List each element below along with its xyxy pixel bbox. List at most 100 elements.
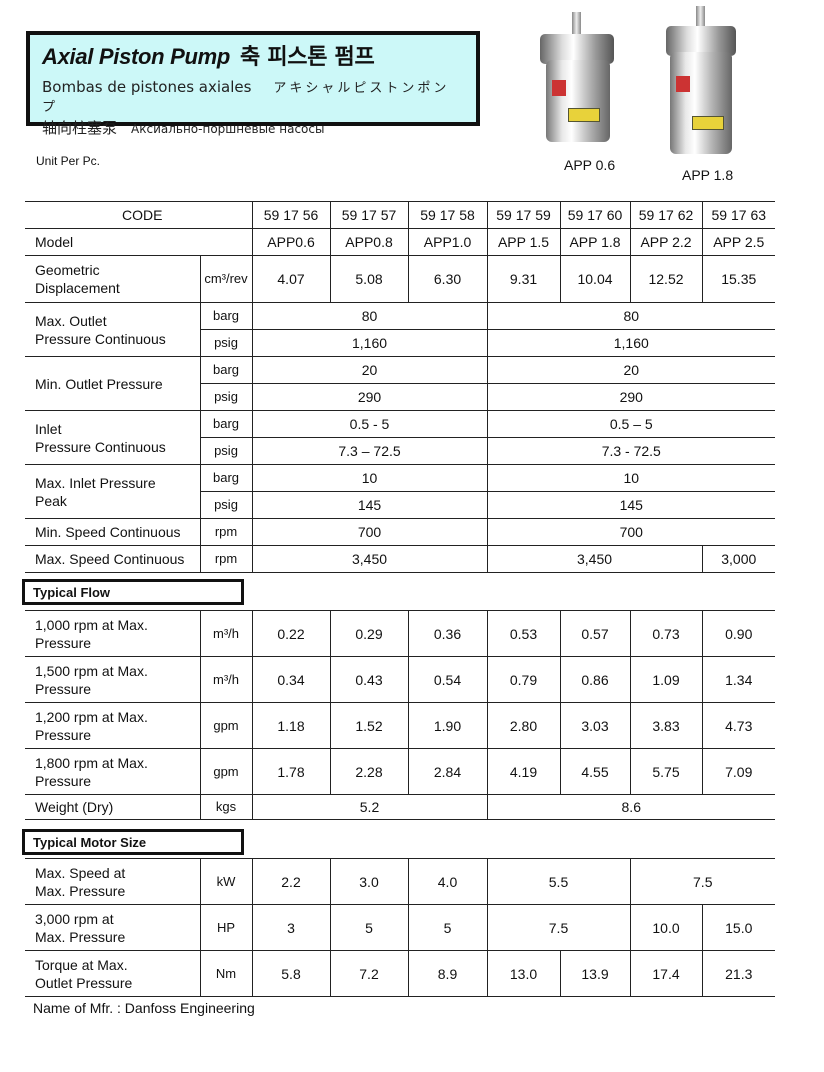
unit-note: Unit Per Pc. xyxy=(36,154,101,168)
row-label: Max. Inlet Pressure Peak xyxy=(25,464,201,519)
pump-image-app18 xyxy=(664,4,740,164)
table-cell: 0.5 - 5 xyxy=(251,410,488,438)
table-cell: 1.09 xyxy=(629,656,703,703)
table-cell: APP0.8 xyxy=(329,228,409,256)
page-title: Axial Piston Pump 축 피스톤 펌프 xyxy=(42,39,464,71)
table-cell: 7.3 - 72.5 xyxy=(486,437,776,465)
table-cell: 0.5 – 5 xyxy=(486,410,776,438)
table-cell: 1.90 xyxy=(407,702,488,749)
row-unit: cm³/rev xyxy=(199,255,253,303)
table-row: 1,000 rpm at Max. Pressure m³/h 0.22 0.29 0.… xyxy=(25,610,775,657)
table-cell: 3,450 xyxy=(251,545,488,573)
table-cell: 1.78 xyxy=(251,748,331,795)
manufacturer-note: Name of Mfr. : Danfoss Engineering xyxy=(33,1000,255,1016)
row-label: 1,500 rpm at Max. Pressure xyxy=(25,656,201,703)
table-row: 1,800 rpm at Max. Pressure gpm 1.78 2.28 2.8… xyxy=(25,748,775,795)
table-cell: 145 xyxy=(486,491,776,519)
table-cell: 80 xyxy=(251,302,488,330)
table-cell: 8.6 xyxy=(486,794,775,820)
table-row: 1,200 rpm at Max. Pressure gpm 1.18 1.52 1.9… xyxy=(25,702,775,749)
row-label: 1,200 rpm at Max. Pressure xyxy=(25,702,201,749)
subtitle-japanese: アキシャルピストンポンプ xyxy=(42,81,450,115)
table-cell: 10 xyxy=(251,464,488,492)
table-cell: 20 xyxy=(251,356,488,384)
row-unit: HP xyxy=(199,904,253,951)
table-cell: 5 xyxy=(407,904,488,951)
table-cell: 700 xyxy=(251,518,488,546)
row-unit: psig xyxy=(200,491,253,519)
row-label: Geometric Displacement xyxy=(25,255,201,303)
table-cell: 0.73 xyxy=(629,610,703,657)
table-cell: 700 xyxy=(486,518,776,546)
row-unit: barg xyxy=(199,410,253,438)
title-korean: 축 피스톤 펌프 xyxy=(240,45,375,70)
row-unit: barg xyxy=(199,302,253,330)
table-cell: 3.83 xyxy=(629,702,703,749)
row-unit: rpm xyxy=(199,545,253,573)
row-label: Weight (Dry) xyxy=(25,794,201,820)
pump-caption-1: APP 0.6 xyxy=(564,157,616,173)
table-row: CODE 59 17 56 59 17 57 59 17 58 59 17 59 59 1… xyxy=(25,201,776,229)
table-cell: 0.36 xyxy=(407,610,488,657)
table-row: Min. Outlet Pressure barg 20 20 xyxy=(25,356,776,411)
table-cell: 0.90 xyxy=(701,610,775,657)
table-cell: APP 2.5 xyxy=(701,228,776,256)
row-unit: barg xyxy=(199,356,253,384)
row-label: Min. Speed Continuous xyxy=(25,518,201,546)
pump-caption-2: APP 1.8 xyxy=(682,167,734,183)
table-cell: 59 17 62 xyxy=(629,201,703,229)
table-cell: 1,160 xyxy=(486,329,776,357)
row-label: Torque at Max. Outlet Pressure xyxy=(25,950,201,997)
subtitle-chinese: 轴向柱塞泵 xyxy=(42,119,118,137)
table-cell: 4.0 xyxy=(407,858,488,905)
table-row: Max. Speed Continuous rpm 3,450 3,450 3,000 xyxy=(25,545,776,573)
row-label: Model xyxy=(25,228,253,256)
table-row: 1,500 rpm at Max. Pressure m³/h 0.34 0.43 0.… xyxy=(25,656,775,703)
table-row: Model APP0.6 APP0.8 APP1.0 APP 1.5 APP 1.8 APP… xyxy=(25,228,776,256)
row-label: Min. Outlet Pressure xyxy=(25,356,201,411)
table-cell: 7.5 xyxy=(486,904,631,951)
table-cell: 3.03 xyxy=(559,702,631,749)
row-unit: m³/h xyxy=(199,656,253,703)
row-label: Max. Speed at Max. Pressure xyxy=(25,858,201,905)
typical-motor-size-heading: Typical Motor Size xyxy=(22,829,244,855)
table-cell: 13.0 xyxy=(486,950,561,997)
table-cell: 59 17 60 xyxy=(559,201,631,229)
table-cell: 2.2 xyxy=(251,858,331,905)
table-cell: 0.22 xyxy=(251,610,331,657)
table-cell: 59 17 58 xyxy=(407,201,488,229)
table-cell: 0.29 xyxy=(329,610,409,657)
row-unit: rpm xyxy=(199,518,253,546)
table-cell: APP 1.8 xyxy=(559,228,631,256)
table-cell: 0.34 xyxy=(251,656,331,703)
table-cell: 7.5 xyxy=(629,858,775,905)
table-cell: 5.08 xyxy=(329,255,409,303)
table-row: Weight (Dry) kgs 5.2 8.6 xyxy=(25,794,775,820)
row-unit: barg xyxy=(199,464,253,492)
row-label: 1,000 rpm at Max. Pressure xyxy=(25,610,201,657)
table-cell: 5 xyxy=(329,904,409,951)
row-unit: kgs xyxy=(199,794,253,820)
table-cell: 15.35 xyxy=(701,255,776,303)
table-cell: 12.52 xyxy=(629,255,703,303)
motor-table: Max. Speed at Max. Pressure kW 2.2 3.0 4.0 5.… xyxy=(25,858,775,997)
table-row: Max. Speed at Max. Pressure kW 2.2 3.0 4.0 5.… xyxy=(25,858,775,905)
table-cell: 1,160 xyxy=(251,329,488,357)
table-cell: 15.0 xyxy=(701,904,775,951)
table-cell: 1.52 xyxy=(329,702,409,749)
table-cell: 13.9 xyxy=(559,950,631,997)
row-unit: psig xyxy=(200,383,253,411)
row-unit: gpm xyxy=(199,702,253,749)
title-english: Axial Piston Pump xyxy=(42,44,231,69)
table-cell: APP 1.5 xyxy=(486,228,561,256)
table-cell: 7.3 – 72.5 xyxy=(251,437,488,465)
table-row: psig 1,160 1,160 xyxy=(25,329,776,357)
flow-table: 1,000 rpm at Max. Pressure m³/h 0.22 0.29 0.… xyxy=(25,610,775,820)
subtitle-russian: Аксиально-поршневые насосы xyxy=(131,122,325,136)
row-unit: gpm xyxy=(199,748,253,795)
row-label: Max. Speed Continuous xyxy=(25,545,201,573)
row-label: CODE xyxy=(25,201,253,229)
table-cell: 3 xyxy=(251,904,331,951)
table-cell: 9.31 xyxy=(486,255,561,303)
row-unit: m³/h xyxy=(199,610,253,657)
